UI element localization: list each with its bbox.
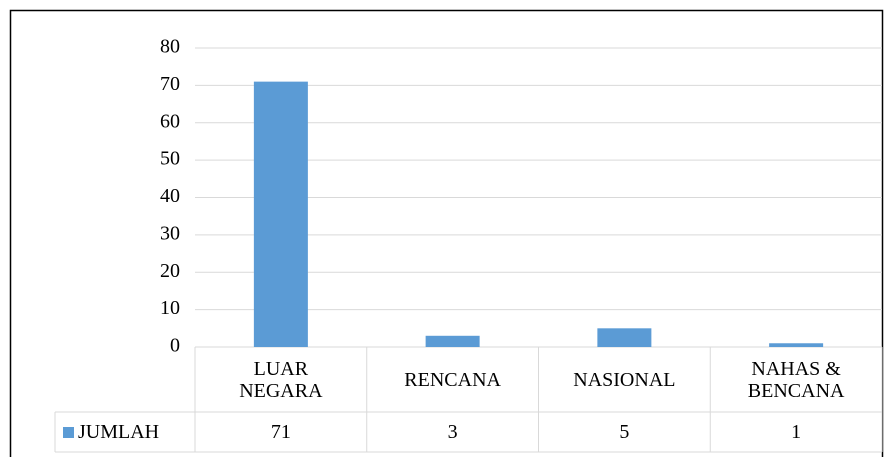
y-tick-label: 20	[160, 260, 180, 282]
bar	[769, 343, 824, 347]
table-value: 71	[270, 421, 291, 443]
chart-border	[9, 9, 884, 457]
y-tick-label: 10	[160, 297, 180, 319]
y-tick-label: 30	[160, 222, 180, 244]
legend-key	[63, 426, 74, 438]
y-tick-label: 0	[170, 335, 180, 357]
y-tick-label: 70	[160, 73, 180, 95]
y-tick-label: 80	[160, 36, 180, 58]
y-tick-label: 50	[160, 148, 180, 170]
y-tick-label: 60	[160, 110, 180, 132]
bar	[425, 335, 480, 347]
category-label: RENCANA	[404, 368, 501, 391]
category-label: LUAR NEGARA	[239, 357, 323, 402]
bar	[253, 81, 308, 347]
category-label: NASIONAL	[573, 368, 676, 391]
legend-entry: JUMLAH	[63, 412, 159, 452]
table-value: 1	[791, 421, 802, 443]
table-value: 3	[447, 421, 458, 443]
bar	[597, 328, 652, 347]
category-label: NAHAS & BENCANA	[747, 357, 845, 402]
y-tick-label: 40	[160, 185, 180, 207]
legend-label: JUMLAH	[78, 420, 160, 443]
table-value: 5	[619, 421, 630, 443]
